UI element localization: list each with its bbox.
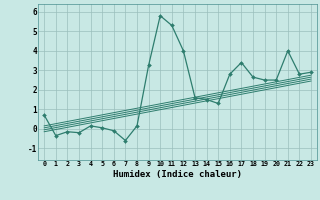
X-axis label: Humidex (Indice chaleur): Humidex (Indice chaleur) — [113, 170, 242, 179]
